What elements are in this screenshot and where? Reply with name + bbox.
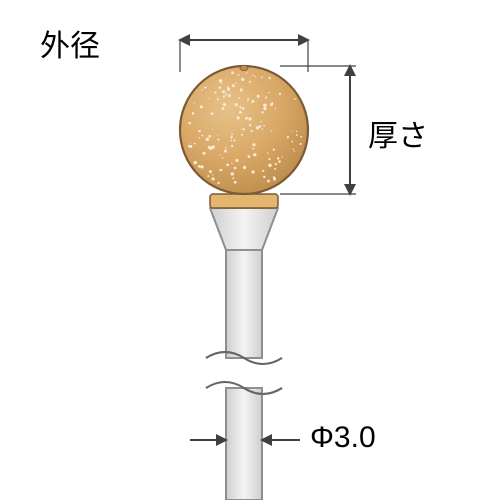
thickness-label: 厚さ xyxy=(368,111,428,155)
shaft-diameter-label: Φ3.0 xyxy=(310,421,376,455)
technical-drawing xyxy=(0,0,500,500)
diagram-container: 外径 厚さ Φ3.0 xyxy=(0,0,500,500)
outer-diameter-label: 外径 xyxy=(40,21,100,65)
